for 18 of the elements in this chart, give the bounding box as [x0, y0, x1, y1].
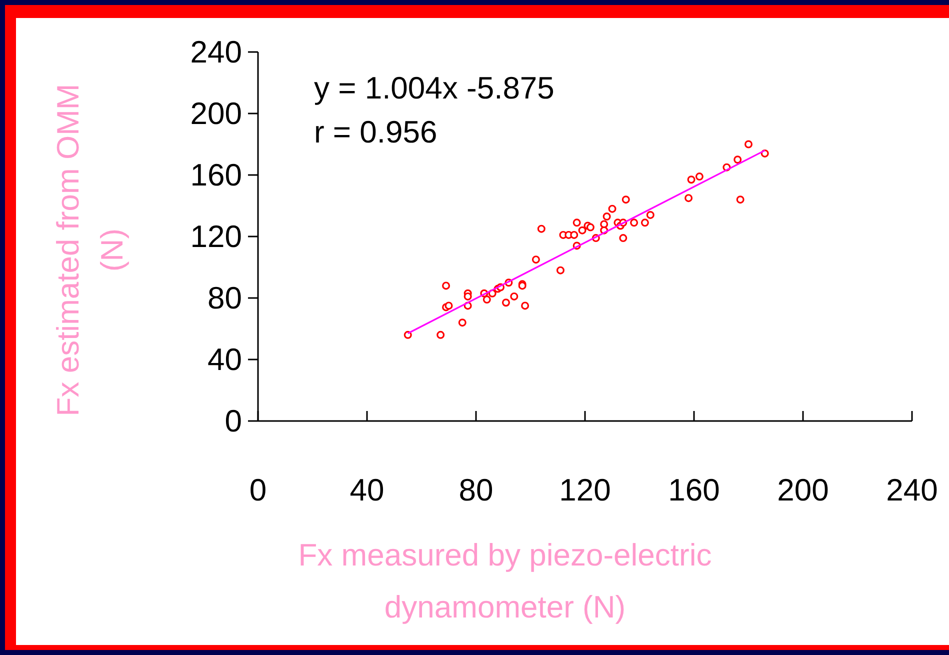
x-tick-label: 0 — [249, 472, 267, 508]
y-tick-label: 40 — [208, 342, 242, 377]
y-tick-label: 120 — [190, 219, 242, 254]
y-tick-label: 80 — [208, 280, 242, 316]
y-tick-label: 160 — [190, 158, 242, 192]
x-tick-label: 120 — [559, 472, 611, 508]
y-tick-label: 0 — [224, 404, 242, 438]
x-tick-label: 200 — [777, 472, 829, 508]
x-axis-title: Fx measured by piezo-electric dynamometer (N) — [298, 538, 712, 624]
x-tick-label: 160 — [668, 472, 720, 508]
x-tick-label: 80 — [458, 472, 494, 508]
x-tick-label: 40 — [350, 472, 384, 508]
annotation: r = 0.956 — [314, 114, 438, 150]
y-tick-label: 200 — [190, 96, 242, 131]
annotation: y = 1.004x -5.875 — [314, 70, 554, 106]
y-axis-title: Fx estimated from OMM (N) — [50, 84, 130, 416]
x-tick-label: 240 — [886, 472, 938, 508]
y-tick-label: 240 — [190, 34, 242, 70]
